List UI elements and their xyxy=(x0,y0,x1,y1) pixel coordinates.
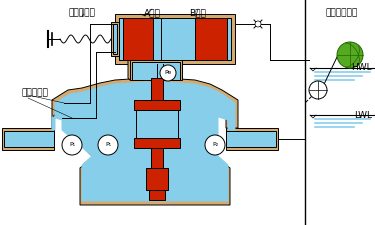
Bar xyxy=(134,100,180,110)
Bar xyxy=(2,128,54,150)
Text: コイルばね: コイルばね xyxy=(69,8,95,17)
Bar xyxy=(227,18,231,60)
Bar xyxy=(151,78,163,173)
Text: LWL: LWL xyxy=(354,110,372,119)
Text: HWL: HWL xyxy=(351,63,372,72)
Circle shape xyxy=(309,81,327,99)
Polygon shape xyxy=(52,82,235,201)
Bar xyxy=(130,60,182,80)
Circle shape xyxy=(337,42,363,68)
Bar xyxy=(123,18,155,60)
Bar xyxy=(113,24,117,54)
Bar xyxy=(115,14,235,64)
Bar xyxy=(119,18,231,60)
Bar xyxy=(146,168,168,190)
Bar xyxy=(132,62,180,80)
Text: Pe: Pe xyxy=(164,70,172,76)
Bar xyxy=(153,18,161,60)
Bar xyxy=(134,138,180,148)
Bar xyxy=(226,131,276,147)
Circle shape xyxy=(205,135,225,155)
Text: B弁部: B弁部 xyxy=(189,8,206,17)
Circle shape xyxy=(98,135,118,155)
Text: ボールタップ: ボールタップ xyxy=(326,8,358,17)
Bar xyxy=(149,190,165,200)
Circle shape xyxy=(62,135,82,155)
Polygon shape xyxy=(52,78,238,205)
Polygon shape xyxy=(128,60,182,80)
Bar xyxy=(136,110,178,138)
Bar xyxy=(4,131,54,147)
Text: P₂: P₂ xyxy=(212,142,218,148)
Text: P₁: P₁ xyxy=(69,142,75,148)
Text: オリフィス: オリフィス xyxy=(22,88,49,97)
Circle shape xyxy=(255,21,261,27)
Bar xyxy=(111,22,119,56)
Circle shape xyxy=(160,65,176,81)
Text: A弁部: A弁部 xyxy=(144,8,160,17)
Bar xyxy=(119,18,123,60)
Bar xyxy=(226,128,278,150)
Text: P₁: P₁ xyxy=(105,142,111,148)
Bar xyxy=(195,18,227,60)
